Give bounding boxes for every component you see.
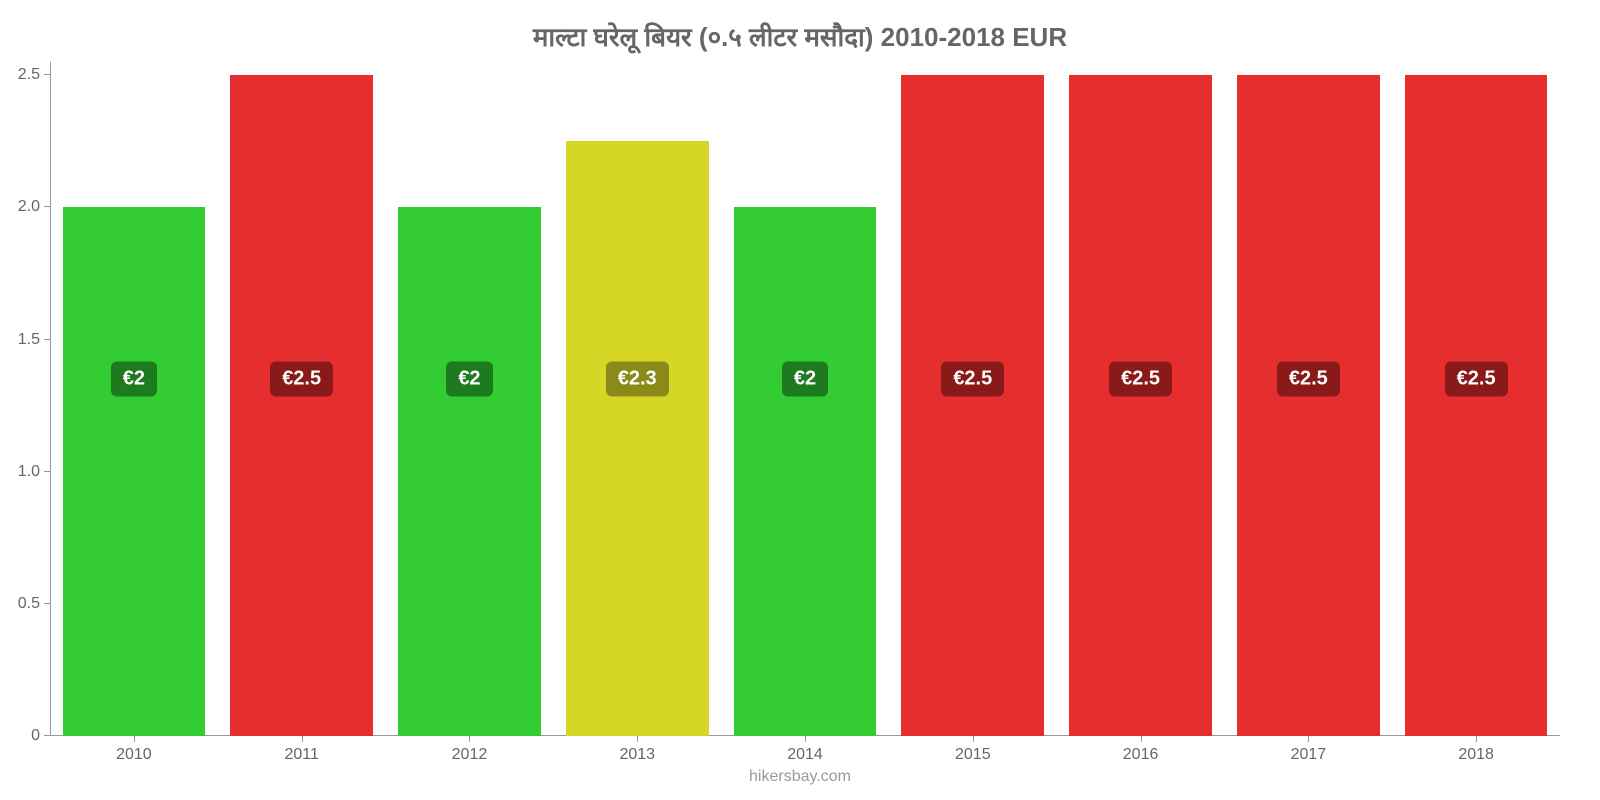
bar-value-badge: €2: [782, 362, 828, 397]
bar: €2.5: [901, 75, 1044, 736]
x-tick-label: 2016: [1057, 736, 1225, 768]
y-tick-label: 1.0: [18, 463, 40, 481]
bar: €2.3: [566, 141, 709, 736]
bar-slot: €2.5: [1224, 62, 1392, 736]
attribution: hikersbay.com: [0, 768, 1600, 800]
x-tick-mark: [637, 736, 638, 742]
bar-slot: €2.5: [1057, 62, 1225, 736]
x-tick-label: 2012: [386, 736, 554, 768]
bars-container: €2 €2.5 €2 €2.3 €2 €2.5 €2.5 €2.5 €2.5: [50, 62, 1560, 736]
y-tick-label: 0.5: [18, 595, 40, 613]
x-tick-mark: [805, 736, 806, 742]
bar-chart: माल्टा घरेलू बियर (०.५ लीटर मसौदा) 2010-…: [0, 0, 1600, 800]
bar-slot: €2.5: [889, 62, 1057, 736]
y-tick-mark: [44, 74, 50, 75]
x-tick-label: 2013: [553, 736, 721, 768]
bar-value-badge: €2.5: [1445, 362, 1508, 397]
bar: €2: [63, 207, 206, 736]
x-tick-label: 2010: [50, 736, 218, 768]
y-tick-mark: [44, 339, 50, 340]
x-tick-label: 2018: [1392, 736, 1560, 768]
bar: €2: [734, 207, 877, 736]
bar: €2.5: [1069, 75, 1212, 736]
bar-slot: €2: [721, 62, 889, 736]
y-tick-label: 0: [31, 727, 40, 745]
bar-value-badge: €2.3: [606, 362, 669, 397]
plot-area: €2 €2.5 €2 €2.3 €2 €2.5 €2.5 €2.5 €2.5: [50, 62, 1560, 736]
y-tick-label: 1.5: [18, 331, 40, 349]
bar-value-badge: €2: [111, 362, 157, 397]
x-axis: 201020112012201320142015201620172018: [0, 736, 1600, 768]
y-tick-mark: [44, 603, 50, 604]
bar-value-badge: €2.5: [1277, 362, 1340, 397]
bar-slot: €2.5: [1392, 62, 1560, 736]
bar-slot: €2.5: [218, 62, 386, 736]
x-tick-label: 2011: [218, 736, 386, 768]
bar-slot: €2.3: [553, 62, 721, 736]
y-axis: 00.51.01.52.02.5: [0, 62, 50, 736]
y-tick-label: 2.0: [18, 198, 40, 216]
x-tick-mark: [1141, 736, 1142, 742]
x-tick-label: 2017: [1224, 736, 1392, 768]
bar: €2.5: [1237, 75, 1380, 736]
x-tick-mark: [1308, 736, 1309, 742]
bar-value-badge: €2.5: [1109, 362, 1172, 397]
bar-value-badge: €2: [446, 362, 492, 397]
y-tick-label: 2.5: [18, 66, 40, 84]
x-tick-mark: [1476, 736, 1477, 742]
bar-value-badge: €2.5: [270, 362, 333, 397]
bar: €2: [398, 207, 541, 736]
y-tick-mark: [44, 206, 50, 207]
bar: €2.5: [230, 75, 373, 736]
bar-slot: €2: [50, 62, 218, 736]
plot-row: 00.51.01.52.02.5 €2€2.5€2€2.3€2€2.5€2.5€…: [0, 62, 1600, 736]
bar-slot: €2: [386, 62, 554, 736]
x-tick-mark: [469, 736, 470, 742]
bar: €2.5: [1405, 75, 1548, 736]
bar-value-badge: €2.5: [941, 362, 1004, 397]
x-tick-mark: [302, 736, 303, 742]
x-tick-mark: [973, 736, 974, 742]
chart-title: माल्टा घरेलू बियर (०.५ लीटर मसौदा) 2010-…: [0, 0, 1600, 62]
x-tick-mark: [134, 736, 135, 742]
x-tick-label: 2014: [721, 736, 889, 768]
x-tick-label: 2015: [889, 736, 1057, 768]
y-tick-mark: [44, 471, 50, 472]
